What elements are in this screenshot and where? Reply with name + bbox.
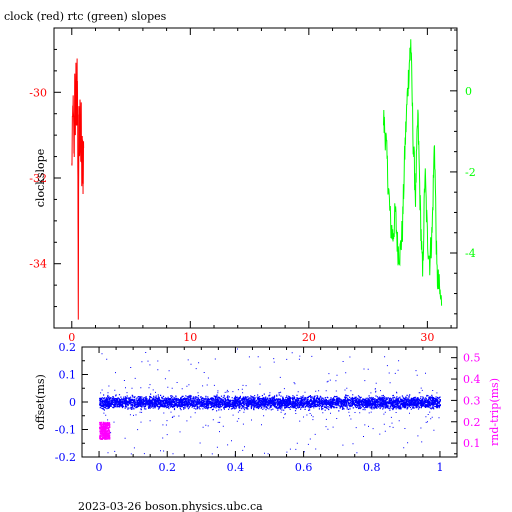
offset-y-tick-label: 0.2 [59, 341, 77, 354]
roundtrip-series [99, 421, 111, 440]
offset-panel: 0 0.2 0.4 0.6 0.8 1 0.2 0.1 0 -0.1 -0.2 0.5 0.4 0.3 0.… [34, 341, 501, 474]
slopes-x-tick-label: 0 [68, 331, 75, 344]
slopes-panel: 0 10 20 30 -30 -32 -34 0 -2 -4 clockslope [29, 27, 476, 344]
offset-scatter-points [99, 348, 441, 456]
slopes-y-tick-label: -34 [29, 258, 47, 271]
slopes-x-tick-label: 10 [183, 331, 197, 344]
offset-x-tick-label: 0.8 [363, 461, 381, 474]
slopes-plot-frame [53, 27, 458, 329]
offset-axis-label: offset(ms) [34, 374, 47, 430]
slopes-x-tick-label: 20 [302, 331, 316, 344]
rtc-slope-series [383, 39, 443, 306]
slopes-axes: 0 10 20 30 -30 -32 -34 0 -2 -4 [29, 27, 476, 344]
offset-series [99, 348, 441, 456]
roundtrip-y-tick-label: 0.4 [463, 373, 481, 386]
roundtrip-y-tick-label: 0.5 [463, 352, 481, 365]
clockslope-axis-label: clockslope [34, 149, 47, 207]
slopes-y2-tick-label: -4 [465, 247, 476, 260]
offset-y-tick-label: -0.1 [55, 424, 76, 437]
roundtrip-axis-label: rnd-trip(ms) [488, 378, 501, 446]
clock-slope-series [71, 58, 85, 320]
offset-y-tick-label: 0 [69, 396, 76, 409]
offset-y-tick-label: 0.1 [59, 369, 77, 382]
chart-title: clock (red) rtc (green) slopes [4, 10, 167, 23]
slopes-y2-tick-label: 0 [465, 85, 472, 98]
slopes-y-tick-label: -30 [29, 86, 47, 99]
roundtrip-scatter-points [99, 421, 111, 440]
clock-slope-line [71, 58, 85, 320]
offset-x-tick-label: 0.2 [158, 461, 176, 474]
footer-text: 2023-03-26 boson.physics.ubc.ca [78, 500, 263, 512]
offset-x-tick-label: 0.6 [295, 461, 313, 474]
offset-x-tick-label: 1 [436, 461, 443, 474]
roundtrip-y-tick-label: 0.3 [463, 394, 481, 407]
roundtrip-y-tick-label: 0.2 [463, 416, 481, 429]
roundtrip-y-tick-label: 0.1 [463, 437, 481, 450]
rtc-slope-line [383, 39, 443, 306]
offset-x-tick-label: 0.4 [227, 461, 245, 474]
slopes-x-tick-label: 30 [420, 331, 434, 344]
slopes-y-tick-label: -32 [29, 172, 47, 185]
offset-axes: 0 0.2 0.4 0.6 0.8 1 0.2 0.1 0 -0.1 -0.2 0.5 0.4 0.3 0.… [55, 341, 481, 474]
offset-y-tick-label: -0.2 [55, 451, 76, 464]
offset-x-tick-label: 0 [96, 461, 103, 474]
slopes-y2-tick-label: -2 [465, 166, 476, 179]
